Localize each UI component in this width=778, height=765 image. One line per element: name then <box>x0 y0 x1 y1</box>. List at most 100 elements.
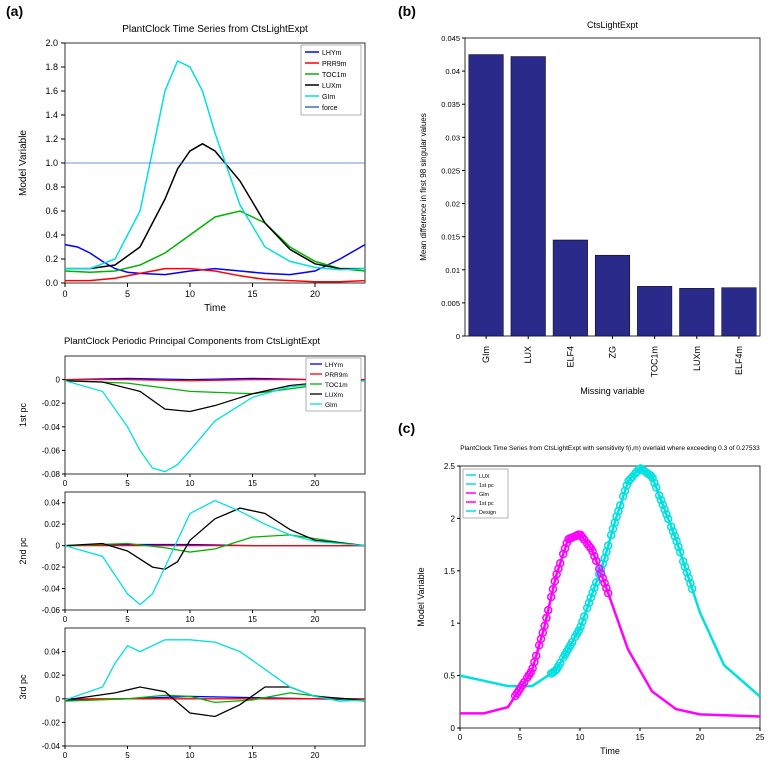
svg-text:0.5: 0.5 <box>444 672 456 681</box>
svg-text:0.4: 0.4 <box>45 230 58 240</box>
svg-text:Model Variable: Model Variable <box>18 130 29 196</box>
svg-text:5: 5 <box>125 289 130 299</box>
svg-text:15: 15 <box>248 615 257 624</box>
svg-text:1: 1 <box>451 619 456 628</box>
svg-text:20: 20 <box>310 289 320 299</box>
svg-text:LHYm: LHYm <box>325 362 343 369</box>
svg-text:1st pc: 1st pc <box>18 402 28 427</box>
svg-text:LUXm: LUXm <box>322 83 342 90</box>
svg-text:0: 0 <box>62 289 67 299</box>
svg-text:PlantClock Periodic Principal: PlantClock Periodic Principal Components… <box>64 336 320 347</box>
svg-text:0: 0 <box>456 332 460 341</box>
svg-text:20: 20 <box>696 733 705 742</box>
svg-text:0.005: 0.005 <box>441 299 460 308</box>
panel-a-principal-components: PlantClock Periodic Principal Components… <box>10 332 375 762</box>
svg-text:0.03: 0.03 <box>445 133 460 142</box>
svg-text:ELF4: ELF4 <box>565 346 575 368</box>
svg-text:10: 10 <box>186 479 195 488</box>
svg-text:5: 5 <box>125 615 130 624</box>
svg-text:-0.08: -0.08 <box>42 470 61 479</box>
svg-text:GIm: GIm <box>481 346 491 363</box>
svg-text:-0.02: -0.02 <box>42 399 61 408</box>
svg-text:1.4: 1.4 <box>45 110 58 120</box>
svg-text:PRR9m: PRR9m <box>322 61 347 68</box>
panel-label-c: (c) <box>398 420 415 436</box>
svg-text:ELF4m: ELF4m <box>734 346 744 375</box>
svg-text:2: 2 <box>451 514 456 523</box>
svg-text:0.04: 0.04 <box>44 648 60 657</box>
svg-text:0: 0 <box>458 733 463 742</box>
svg-text:0: 0 <box>63 615 68 624</box>
svg-text:-0.04: -0.04 <box>42 585 61 594</box>
svg-text:5: 5 <box>125 479 130 488</box>
svg-text:ZG: ZG <box>608 346 618 359</box>
svg-text:PlantClock Time Series from Ct: PlantClock Time Series from CtsLightExpt… <box>460 445 760 452</box>
svg-text:10: 10 <box>186 751 195 760</box>
svg-text:0: 0 <box>56 376 61 385</box>
svg-text:LUXm: LUXm <box>325 392 343 399</box>
svg-text:Model Variable: Model Variable <box>416 567 426 626</box>
panel-label-a: (a) <box>6 3 23 19</box>
svg-text:0.04: 0.04 <box>445 67 460 76</box>
svg-text:0: 0 <box>56 695 61 704</box>
svg-text:1.0: 1.0 <box>45 158 58 168</box>
svg-text:Missing variable: Missing variable <box>580 386 645 396</box>
svg-text:GIm: GIm <box>322 94 335 101</box>
svg-text:0: 0 <box>63 751 68 760</box>
svg-text:Glm: Glm <box>479 492 490 498</box>
svg-text:force: force <box>322 105 338 112</box>
svg-text:Time: Time <box>204 303 226 314</box>
svg-text:-0.02: -0.02 <box>42 718 61 727</box>
svg-text:PRR9m: PRR9m <box>325 372 348 379</box>
svg-text:PlantClock Time Series from Ct: PlantClock Time Series from CtsLightExpt <box>122 24 308 35</box>
svg-text:TOC1m: TOC1m <box>322 72 347 79</box>
svg-text:10: 10 <box>185 289 195 299</box>
svg-text:15: 15 <box>248 479 257 488</box>
svg-text:0.8: 0.8 <box>45 182 58 192</box>
panel-b-bar-chart: CtsLightExpt00.0050.010.0150.020.0250.03… <box>410 16 770 416</box>
svg-text:2.5: 2.5 <box>444 462 456 471</box>
svg-text:15: 15 <box>636 733 645 742</box>
svg-text:2.0: 2.0 <box>45 38 58 48</box>
svg-text:Mean difference in first 98 si: Mean difference in first 98 singular val… <box>419 113 428 261</box>
panel-c-sensitivity: PlantClock Time Series from CtsLightExpt… <box>410 438 770 758</box>
svg-text:0.02: 0.02 <box>44 671 60 680</box>
svg-text:-0.04: -0.04 <box>42 423 61 432</box>
svg-text:10: 10 <box>186 615 195 624</box>
svg-text:Time: Time <box>600 746 620 756</box>
svg-text:TOC1m: TOC1m <box>325 382 348 389</box>
panel-a-time-series: PlantClock Time Series from CtsLightExpt… <box>10 18 375 318</box>
svg-text:1.8: 1.8 <box>45 62 58 72</box>
svg-text:GIm: GIm <box>325 402 337 409</box>
svg-text:5: 5 <box>518 733 523 742</box>
svg-text:20: 20 <box>311 751 320 760</box>
svg-text:1.5: 1.5 <box>444 567 456 576</box>
svg-text:0.6: 0.6 <box>45 206 58 216</box>
svg-text:20: 20 <box>311 479 320 488</box>
svg-text:LUXm: LUXm <box>692 346 702 371</box>
svg-text:-0.06: -0.06 <box>42 446 61 455</box>
svg-text:1st pc: 1st pc <box>479 501 494 507</box>
svg-text:-0.04: -0.04 <box>42 742 61 751</box>
svg-text:0.01: 0.01 <box>445 266 460 275</box>
svg-text:LUX: LUX <box>479 474 490 480</box>
svg-text:LUX: LUX <box>523 346 533 364</box>
svg-text:1.6: 1.6 <box>45 86 58 96</box>
svg-text:0.015: 0.015 <box>441 233 460 242</box>
svg-text:0.02: 0.02 <box>445 200 460 209</box>
svg-text:2nd pc: 2nd pc <box>18 537 28 565</box>
svg-text:Design: Design <box>479 510 496 516</box>
svg-text:5: 5 <box>125 751 130 760</box>
svg-text:0.04: 0.04 <box>44 499 60 508</box>
svg-text:-0.02: -0.02 <box>42 563 61 572</box>
svg-text:15: 15 <box>248 751 257 760</box>
svg-text:0.02: 0.02 <box>44 520 60 529</box>
svg-text:TOC1m: TOC1m <box>650 346 660 377</box>
svg-text:0: 0 <box>56 542 61 551</box>
svg-text:1.2: 1.2 <box>45 134 58 144</box>
svg-text:CtsLightExpt: CtsLightExpt <box>587 20 639 30</box>
svg-text:10: 10 <box>576 733 585 742</box>
svg-text:0.045: 0.045 <box>441 34 460 43</box>
svg-text:25: 25 <box>756 733 765 742</box>
svg-text:-0.06: -0.06 <box>42 606 61 615</box>
